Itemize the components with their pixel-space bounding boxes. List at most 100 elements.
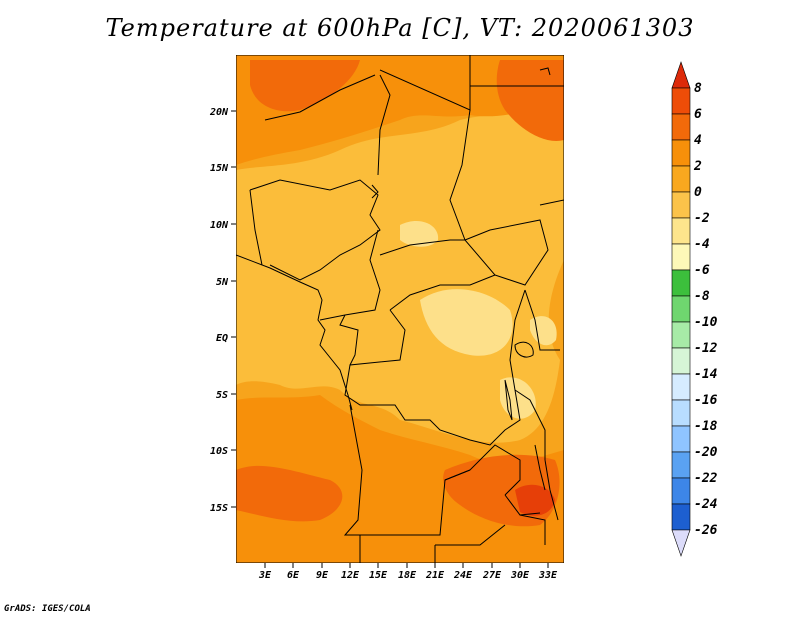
colorbar-segment bbox=[671, 399, 691, 427]
lon-tick: 12E bbox=[341, 563, 360, 581]
lake-kariba bbox=[519, 512, 541, 516]
lat-label-15s: 15S bbox=[210, 503, 228, 514]
lon-label-27e: 27E bbox=[482, 570, 502, 581]
border-kenya-uganda bbox=[524, 289, 560, 351]
lon-label-6e: 6E bbox=[287, 570, 300, 581]
lat-tick: 10N bbox=[210, 220, 236, 231]
border-nigeria bbox=[249, 179, 381, 281]
lake-tanganyika bbox=[504, 379, 513, 421]
colorbar-label: 8 bbox=[694, 81, 702, 96]
latitude-axis: 20N 15N 10N 5N EQ 5S 10S 15S bbox=[209, 107, 236, 514]
colorbar-label: -10 bbox=[694, 315, 718, 330]
colorbar-label: -16 bbox=[694, 393, 718, 408]
colorbar-label: -2 bbox=[694, 211, 710, 226]
colorbar-segment bbox=[671, 321, 691, 349]
lon-tick: 30E bbox=[510, 563, 530, 581]
lon-label-15e: 15E bbox=[369, 570, 388, 581]
border-chad-sudan bbox=[449, 109, 471, 241]
colorbar-label: -4 bbox=[694, 237, 710, 252]
lon-tick: 27E bbox=[482, 563, 502, 581]
field-band-minus2-0-a bbox=[420, 289, 513, 356]
lat-tick: 20N bbox=[209, 107, 236, 118]
lon-label-3e: 3E bbox=[258, 570, 272, 581]
field-band-minus2-0-c bbox=[400, 220, 439, 247]
lat-label-eq: EQ bbox=[216, 333, 228, 344]
border-niger-chad bbox=[377, 74, 391, 176]
lon-tick: 15E bbox=[369, 563, 388, 581]
colorbar-label: 4 bbox=[694, 133, 702, 148]
lon-tick: 18E bbox=[398, 563, 417, 581]
lat-tick: 5S bbox=[216, 390, 236, 401]
colorbar-label: -8 bbox=[694, 289, 710, 304]
colorbar-segment bbox=[671, 191, 691, 219]
border-south-sudan bbox=[464, 219, 549, 286]
lat-tick: EQ bbox=[216, 333, 236, 344]
border-mozambique bbox=[544, 459, 559, 521]
border-cameroon bbox=[319, 229, 381, 321]
lat-label-10n: 10N bbox=[210, 220, 229, 231]
border-zambia bbox=[444, 444, 521, 496]
colorbar-segment bbox=[671, 295, 691, 323]
lat-label-5n: 5N bbox=[216, 277, 229, 288]
field-band-4-6-ne bbox=[496, 60, 564, 141]
colorbar-label: 6 bbox=[694, 107, 702, 122]
lon-label-9e: 9E bbox=[316, 570, 329, 581]
lon-tick: 24E bbox=[453, 563, 473, 581]
lat-tick: 15N bbox=[210, 163, 236, 174]
field-band-0-2 bbox=[236, 110, 564, 443]
colorbar-bottom-arrow bbox=[671, 529, 691, 557]
colorbar-label: -20 bbox=[694, 445, 718, 460]
lon-tick: 9E bbox=[316, 563, 329, 581]
border-drc bbox=[344, 289, 526, 446]
field-band-4-6-sw bbox=[236, 465, 343, 522]
colorbar-segment bbox=[671, 347, 691, 375]
lake-malawi bbox=[534, 444, 546, 491]
colorbar-label: 2 bbox=[693, 159, 702, 174]
colorbar-label: -24 bbox=[694, 497, 718, 512]
lon-tick: 3E bbox=[258, 563, 272, 581]
colorbar-segment bbox=[671, 425, 691, 453]
colorbar-segment bbox=[671, 373, 691, 401]
colorbar-label: -26 bbox=[694, 523, 718, 538]
colorbar-top-arrow bbox=[671, 61, 691, 89]
longitude-axis: 3E 6E 9E 12E 15E 18E 21E 24E 27E 30E 33E bbox=[258, 563, 558, 581]
colorbar-segment bbox=[671, 87, 691, 115]
colorbar-label: -18 bbox=[694, 419, 718, 434]
field-band-4-6-nw bbox=[250, 60, 360, 112]
lon-label-24e: 24E bbox=[453, 570, 473, 581]
lat-tick: 15S bbox=[210, 503, 236, 514]
colorbar-label: -22 bbox=[694, 471, 718, 486]
colorbar-label: 0 bbox=[694, 185, 702, 200]
lon-label-30e: 30E bbox=[510, 570, 530, 581]
field-band-minus2-0-d bbox=[530, 316, 557, 346]
lat-label-10s: 10S bbox=[210, 446, 228, 457]
field-band-minus2-0-b bbox=[500, 377, 536, 419]
colorbar-segment bbox=[671, 503, 691, 531]
border-zimbabwe bbox=[504, 494, 546, 545]
colorbar-segment bbox=[671, 243, 691, 271]
colorbar-segment bbox=[671, 477, 691, 505]
field-band-6-8-se bbox=[515, 484, 555, 516]
colorbar-label: -12 bbox=[694, 341, 718, 356]
lon-tick: 6E bbox=[287, 563, 300, 581]
map-title: Temperature at 600hPa [C], VT: 202006130… bbox=[105, 14, 695, 42]
border-tanzania bbox=[514, 389, 546, 460]
colorbar-segment bbox=[671, 113, 691, 141]
border-congo-gabon bbox=[339, 314, 359, 366]
temperature-field bbox=[236, 55, 564, 563]
grads-credit: GrADS: IGES/COLA bbox=[4, 604, 91, 614]
colorbar-segment bbox=[671, 139, 691, 167]
lon-tick: 21E bbox=[425, 563, 445, 581]
lon-label-18e: 18E bbox=[398, 570, 417, 581]
border-botswana bbox=[434, 524, 506, 563]
colorbar-label: -14 bbox=[694, 367, 718, 382]
lake-chad bbox=[371, 184, 379, 199]
border-benin bbox=[249, 189, 263, 266]
field-band-2-4-south bbox=[236, 395, 564, 563]
red-sea bbox=[539, 67, 551, 76]
colorbar-segment bbox=[671, 217, 691, 245]
lake-victoria bbox=[514, 341, 534, 358]
lat-label-20n: 20N bbox=[209, 107, 229, 118]
lat-tick: 5N bbox=[216, 277, 236, 288]
